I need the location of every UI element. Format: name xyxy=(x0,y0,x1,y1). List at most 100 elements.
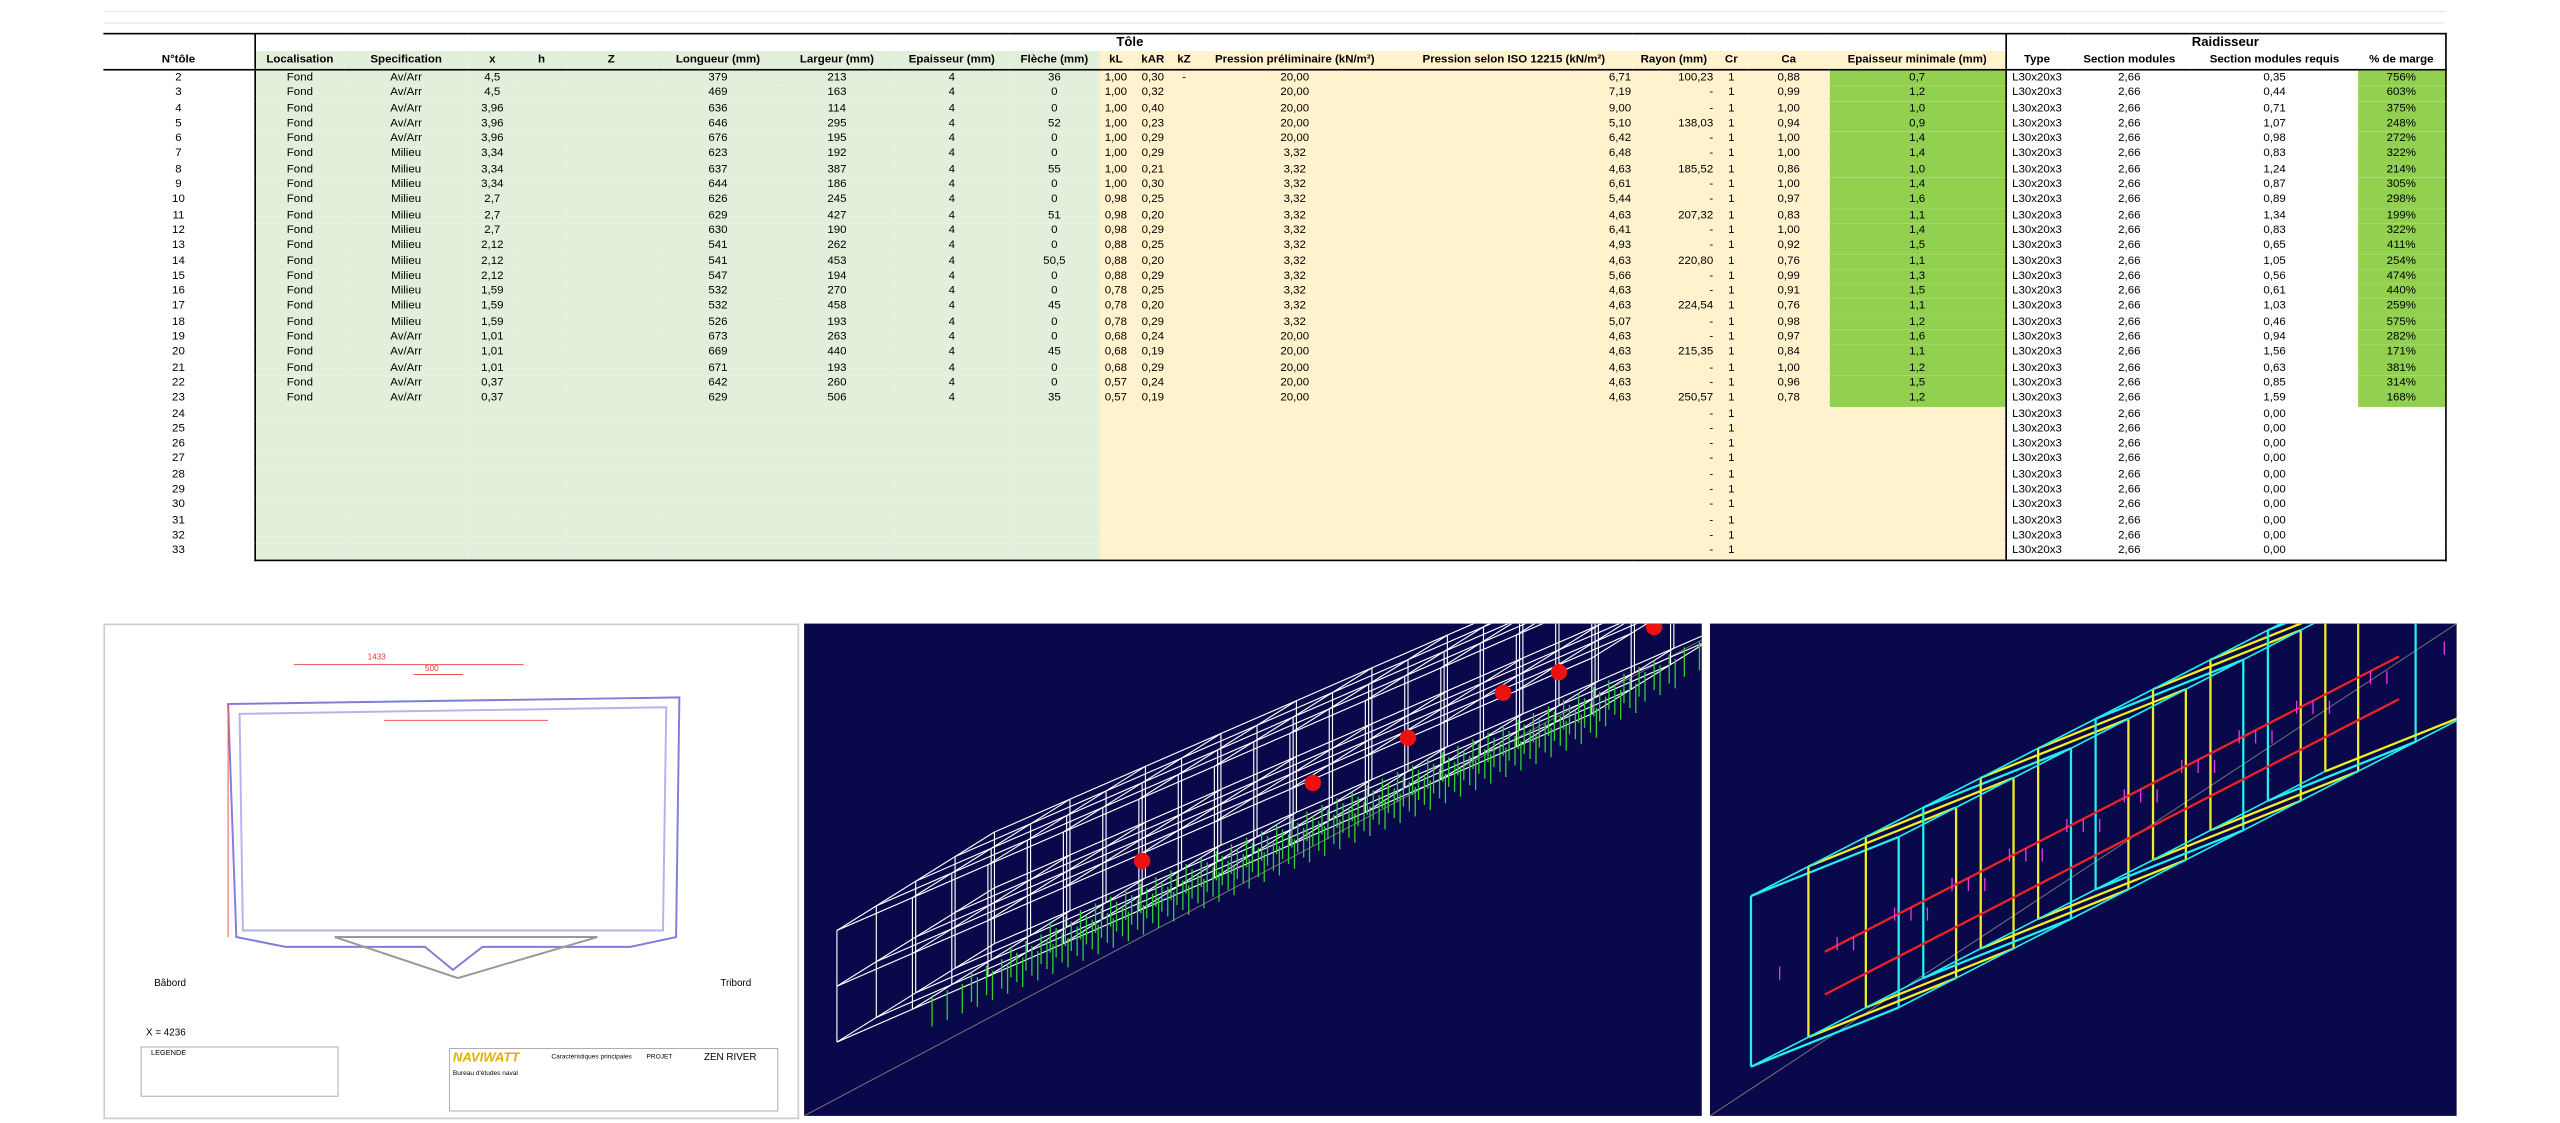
cell xyxy=(2358,497,2447,513)
cell: 0,98 xyxy=(1747,314,1830,330)
cell: 10 xyxy=(172,194,185,206)
cell xyxy=(516,238,567,254)
cell: 4,63 xyxy=(1394,284,1633,300)
cell: 322% xyxy=(2358,223,2447,239)
cell: Milieu xyxy=(344,299,468,315)
mesh-line xyxy=(1289,746,1448,846)
cell: 6 xyxy=(175,133,182,145)
cell: 1 xyxy=(1714,238,1748,254)
longitudinal xyxy=(1898,623,2316,838)
cell: L30x20x3 xyxy=(2004,131,2068,147)
cell: 440% xyxy=(2358,284,2447,300)
cell: 0,98 xyxy=(2263,133,2286,145)
cell xyxy=(1099,482,1133,498)
cell xyxy=(467,421,517,437)
cell xyxy=(516,85,567,102)
cell: L30x20x3 xyxy=(2004,543,2068,561)
cell: 0,40 xyxy=(1132,101,1174,117)
data-row: 12 Fond Milieu 2,7 630 190 4 0 0,98 0,29 3,32 6,41-… xyxy=(103,223,2447,239)
cell: 671 xyxy=(656,360,780,376)
column-header: Ca xyxy=(1747,50,1830,71)
cell: Milieu xyxy=(344,177,468,193)
cell: 3,32 xyxy=(1194,223,1395,239)
cell xyxy=(566,192,657,208)
cell xyxy=(566,253,657,269)
cell: 2,66 xyxy=(2118,362,2141,374)
mesh-line xyxy=(994,635,1702,945)
cell: 4 xyxy=(175,102,182,115)
cell xyxy=(516,482,567,498)
cell: 4 xyxy=(894,69,1010,86)
cell: - xyxy=(1632,436,1715,452)
cell: 0,65 xyxy=(2263,240,2286,252)
cell: 248% xyxy=(2358,116,2447,132)
cell: 5 xyxy=(175,117,182,130)
cell xyxy=(516,345,567,361)
cell: - xyxy=(1632,360,1715,376)
group-header: Tôle xyxy=(253,32,2006,51)
project-name: ZEN RIVER xyxy=(704,1052,756,1063)
cell xyxy=(1829,543,2006,561)
cell: 0,78 xyxy=(1099,299,1133,315)
column-header: Flèche (mm) xyxy=(1009,50,1100,71)
cell xyxy=(1173,543,1195,561)
cell xyxy=(1194,543,1395,561)
cell: 0,25 xyxy=(1132,284,1174,300)
cell xyxy=(1009,467,1100,483)
cell: 1 xyxy=(1714,512,1748,529)
cell: 171% xyxy=(2358,345,2447,361)
cell xyxy=(253,512,345,529)
cell: 17 xyxy=(172,301,185,313)
cell xyxy=(1194,512,1395,529)
cell: 0,83 xyxy=(2263,148,2286,160)
stiffener-frame xyxy=(2152,799,2302,861)
cell: 4 xyxy=(894,299,1010,315)
keel-outline xyxy=(334,936,598,980)
cell: 13 xyxy=(172,240,185,252)
axis-line xyxy=(804,639,1702,1116)
cell xyxy=(253,543,345,561)
column-header: x xyxy=(467,50,517,71)
cell: 33 xyxy=(172,545,185,558)
cell: 676 xyxy=(656,131,780,147)
longitudinal xyxy=(1750,623,2283,897)
cell xyxy=(1173,497,1195,513)
spreadsheet: Tôle Raidisseur N°tôle Localisation Specific… xyxy=(103,32,2447,561)
cell: 28 xyxy=(172,468,185,481)
dimension: 1433 xyxy=(368,653,387,662)
cell: 0,29 xyxy=(1132,146,1174,163)
mesh-line xyxy=(994,623,1604,889)
data-row: 19 Fond Av/Arr 1,01 673 263 4 0 0,68 0,24 20,00 4,6… xyxy=(103,329,2447,346)
cell: 0,7 xyxy=(1829,69,2006,86)
cell: 224,54 xyxy=(1632,299,1715,315)
cell xyxy=(1009,482,1100,498)
cell: L30x20x3 xyxy=(2004,116,2068,132)
cell: Milieu xyxy=(344,268,468,285)
cell: 2,66 xyxy=(2118,377,2141,389)
group-header-row: Tôle Raidisseur xyxy=(103,32,2447,51)
data-row: 17 Fond Milieu 1,59 532 458 4 45 0,78 0,20 3,32 4,6… xyxy=(103,299,2447,315)
cell: 51 xyxy=(1009,207,1100,224)
cell: 4 xyxy=(894,177,1010,193)
cell xyxy=(2358,421,2447,437)
cell xyxy=(656,436,780,452)
cell: L30x20x3 xyxy=(2004,177,2068,193)
cell: 3,34 xyxy=(467,162,517,178)
cell: 4 xyxy=(894,390,1010,407)
cell: 6,42 xyxy=(1394,131,1633,147)
stiffener-frame xyxy=(1865,947,2014,1009)
cell xyxy=(1099,436,1133,452)
cell xyxy=(566,207,657,224)
cell: 1,00 xyxy=(1099,69,1133,86)
cell xyxy=(566,131,657,147)
cell xyxy=(566,528,657,544)
cell: 186 xyxy=(779,177,895,193)
cell: Fond xyxy=(253,375,345,391)
cell: 0,25 xyxy=(1132,238,1174,254)
cell: Fond xyxy=(253,253,345,269)
cell: 1,00 xyxy=(1099,101,1133,117)
cell xyxy=(516,497,567,513)
cell: - xyxy=(1632,512,1715,529)
cell: 1 xyxy=(1714,268,1748,285)
cell: 8 xyxy=(175,163,182,176)
